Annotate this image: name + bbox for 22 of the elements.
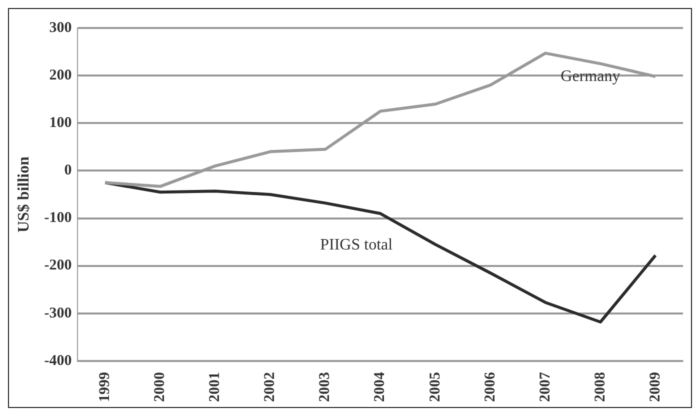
x-tick-label: 2009 bbox=[647, 372, 664, 402]
x-tick-label: 2005 bbox=[427, 372, 444, 402]
x-tick-label: 1999 bbox=[97, 372, 114, 402]
series-label: PIIGS total bbox=[320, 236, 394, 254]
y-tick-label: -400 bbox=[44, 352, 72, 369]
y-tick-label: 200 bbox=[49, 67, 72, 84]
y-tick-label: 300 bbox=[49, 20, 72, 36]
x-tick-label: 2002 bbox=[262, 372, 278, 402]
y-tick-label: -200 bbox=[44, 258, 72, 274]
x-tick-label: 2004 bbox=[372, 372, 388, 402]
y-tick-label: 100 bbox=[49, 115, 72, 132]
x-tick-label: 2007 bbox=[537, 372, 554, 402]
y-tick-label: -100 bbox=[44, 210, 72, 226]
x-tick-label: 2008 bbox=[592, 372, 608, 402]
y-axis-title: US$ billion bbox=[16, 156, 33, 233]
y-tick-label: -300 bbox=[44, 305, 72, 322]
y-tick-label: 0 bbox=[64, 162, 72, 179]
x-tick-label: 2000 bbox=[152, 372, 168, 402]
x-tick-label: 2003 bbox=[317, 372, 334, 402]
x-tick-label: 2001 bbox=[207, 372, 224, 402]
x-tick-label: 2006 bbox=[482, 372, 498, 402]
series-label: Germany bbox=[560, 68, 620, 86]
